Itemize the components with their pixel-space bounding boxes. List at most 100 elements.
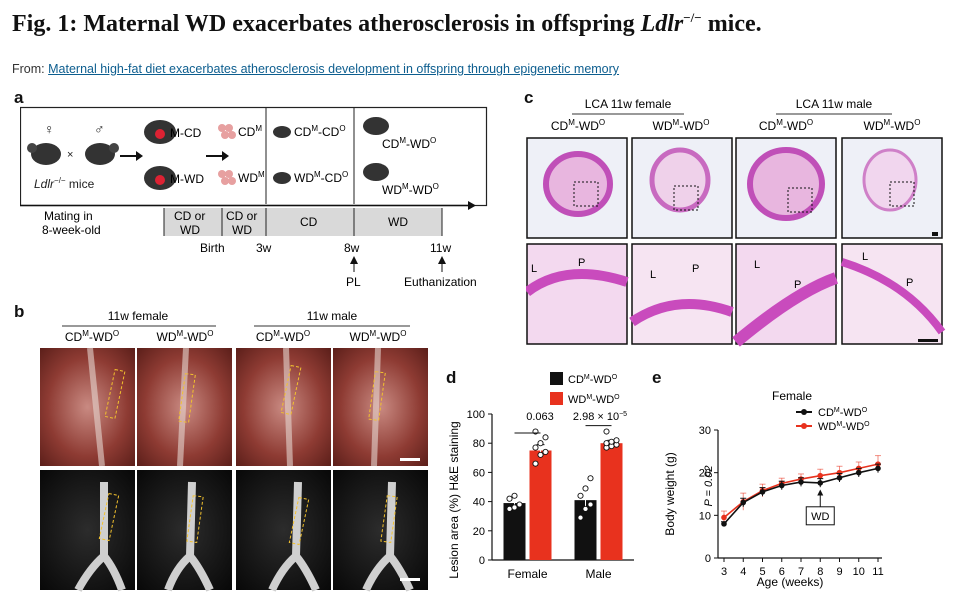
d-data-point xyxy=(516,501,523,508)
d-data-point xyxy=(587,501,594,508)
d-legend: CDM-WDO WDM-WDO xyxy=(550,372,620,406)
d-data-point xyxy=(506,505,513,512)
d-bar xyxy=(529,450,552,560)
e-data-point xyxy=(798,479,804,485)
e-xlabel: Age (weeks) xyxy=(757,575,824,589)
d-data-point xyxy=(532,460,539,467)
d-data-point xyxy=(577,514,584,521)
d-data-point xyxy=(603,428,610,435)
d-data-point xyxy=(582,505,589,512)
d-x-tick-label: Female xyxy=(507,567,547,581)
d-bar xyxy=(503,503,526,560)
svg-text:P: P xyxy=(578,257,585,269)
panel-a-label: a xyxy=(14,88,24,107)
d-data-point xyxy=(532,444,539,451)
group-wd-wd: WDM-WDO xyxy=(382,182,439,197)
d-data-point xyxy=(537,440,544,447)
e-x-tick-label: 11 xyxy=(872,566,883,578)
svg-text:CDM-WDO: CDM-WDO xyxy=(256,329,310,344)
d-data-point xyxy=(542,434,549,441)
b-male-header: 11w male xyxy=(307,309,358,323)
e-pvalue: P = 0.02 xyxy=(703,466,715,507)
timeline: Mating in 8-week-old CD or WD CD or WD C… xyxy=(20,201,477,289)
svg-text:WDM-WDO: WDM-WDO xyxy=(864,118,921,133)
svg-text:WD: WD xyxy=(180,223,200,237)
mwd-label: M-WD xyxy=(170,172,204,186)
d-y-tick-label: 40 xyxy=(473,497,485,509)
svg-text:P: P xyxy=(794,279,801,291)
d-data-point xyxy=(537,451,544,458)
svg-text:Birth: Birth xyxy=(200,241,225,255)
svg-text:CD or: CD or xyxy=(174,209,205,223)
e-x-tick-label: 5 xyxy=(759,566,765,578)
d-legend-swatch-cd xyxy=(550,372,563,385)
group-cd-cd: CDM-CDO xyxy=(294,124,346,139)
svg-text:3w: 3w xyxy=(256,241,272,255)
e-legend-label-wd: WDM-WDO xyxy=(818,421,870,433)
e-data-point xyxy=(836,469,843,476)
d-y-tick-label: 80 xyxy=(473,438,485,450)
b-photo-row-bottom xyxy=(40,470,428,592)
svg-text:8-week-old: 8-week-old xyxy=(42,223,101,237)
panel-b-photos: 11w female 11w male CDM-WDO WDM-WDO CDM-… xyxy=(40,309,428,592)
panel-d-label: d xyxy=(446,368,457,387)
e-data-point xyxy=(817,480,824,486)
panel-c-label: c xyxy=(524,88,534,107)
d-y-tick-label: 0 xyxy=(479,555,485,567)
svg-text:WD: WD xyxy=(388,215,408,229)
c-overview-row xyxy=(526,137,943,239)
svg-text:CDM-WDO: CDM-WDO xyxy=(551,118,605,133)
d-data-point xyxy=(613,437,620,444)
svg-text:L: L xyxy=(650,269,656,281)
figure-title: Fig. 1: Maternal WD exacerbates atherosc… xyxy=(12,10,762,37)
e-wd-box xyxy=(805,506,835,526)
svg-text:L: L xyxy=(531,263,537,275)
svg-text:P: P xyxy=(906,277,913,289)
e-x-tick-label: 4 xyxy=(740,566,746,578)
d-data-point xyxy=(506,495,513,502)
d-y-tick-label: 20 xyxy=(473,526,485,538)
panel-d-chart: CDM-WDO WDM-WDO Lesion area (%) H&E stai… xyxy=(447,372,634,581)
female-symbol: ♀ xyxy=(44,121,55,137)
svg-text:8w: 8w xyxy=(344,241,360,255)
mcd-label: M-CD xyxy=(170,126,202,140)
male-symbol: ♂ xyxy=(94,121,105,137)
d-bar xyxy=(600,443,623,560)
d-y-tick-label: 100 xyxy=(467,409,485,421)
d-data-point xyxy=(511,504,518,511)
d-data-point xyxy=(542,448,549,456)
d-data-point xyxy=(587,475,594,482)
source-line: From: Maternal high-fat diet exacerbates… xyxy=(12,62,619,76)
d-data-point xyxy=(582,485,589,492)
svg-text:Mating in: Mating in xyxy=(44,209,93,223)
c-male-header: LCA 11w male xyxy=(796,97,873,111)
svg-text:PL: PL xyxy=(346,275,361,289)
e-x-tick-label: 3 xyxy=(721,566,727,578)
e-legend-label-cd: CDM-WDO xyxy=(818,407,868,419)
group-wd-cd: WDM-CDO xyxy=(294,170,348,185)
svg-text:CDM-WDO: CDM-WDO xyxy=(65,329,119,344)
d-y-tick-label: 60 xyxy=(473,467,485,479)
wdm-label: WDM xyxy=(238,170,265,185)
c-zoom-row: L P L P L P L P xyxy=(526,243,946,347)
svg-text:L: L xyxy=(862,251,868,263)
svg-text:WDM-WDO: WDM-WDO xyxy=(350,329,407,344)
d-pvalue-female: 0.063 xyxy=(526,411,554,423)
pup-icons xyxy=(218,124,236,185)
panel-c-histology: LCA 11w female LCA 11w male CDM-WDO WDM-… xyxy=(526,97,946,347)
b-female-header: 11w female xyxy=(108,309,169,323)
e-data-point xyxy=(855,469,862,476)
d-data-point xyxy=(511,492,518,499)
cross-symbol: × xyxy=(67,149,73,161)
d-legend-label-cd: CDM-WDO xyxy=(568,374,618,386)
e-data-point xyxy=(740,499,747,506)
e-data-point xyxy=(875,465,881,472)
e-y-tick-label: 30 xyxy=(699,425,711,437)
panel-e-label: e xyxy=(652,368,662,387)
d-legend-label-wd: WDM-WDO xyxy=(568,394,620,406)
d-data-point xyxy=(608,438,615,445)
e-data-point xyxy=(721,514,727,521)
source-article-link[interactable]: Maternal high-fat diet exacerbates ather… xyxy=(48,62,620,76)
e-y-tick-label: 0 xyxy=(705,553,711,565)
mouse-icon-parents xyxy=(27,143,119,165)
